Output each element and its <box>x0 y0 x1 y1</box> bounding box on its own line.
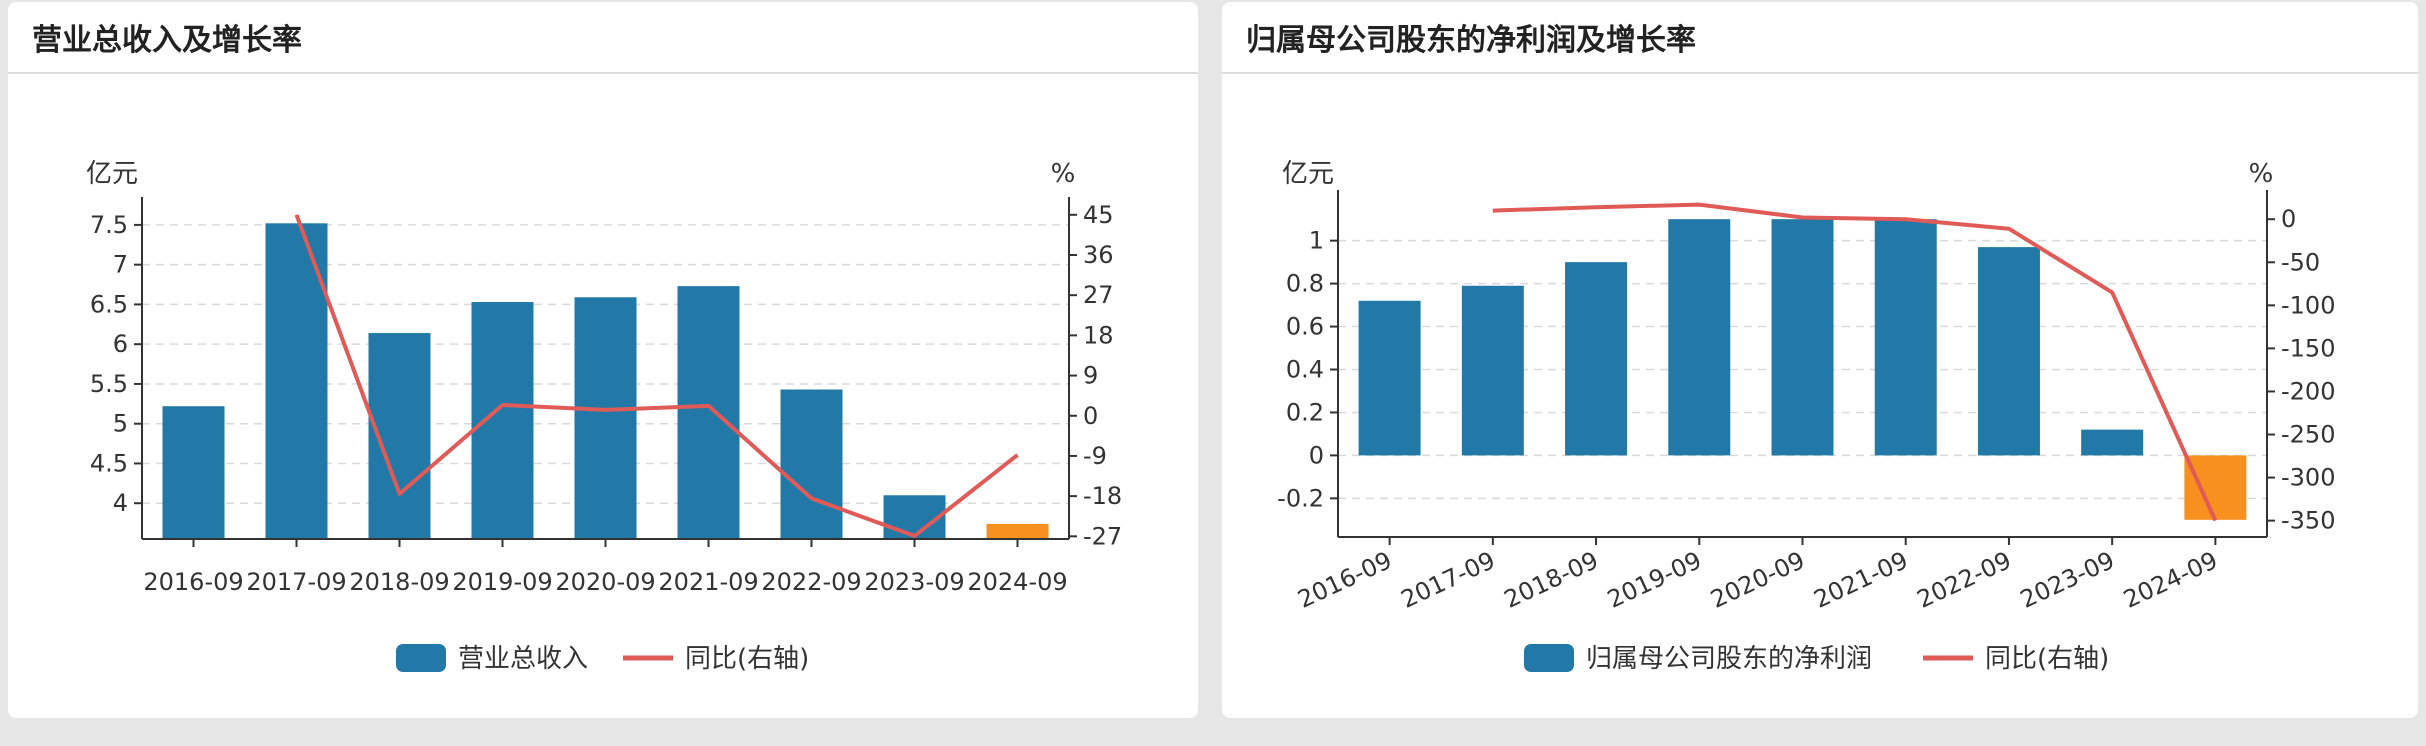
panel-title: 归属母公司股东的净利润及增长率 <box>1222 2 2418 74</box>
bar <box>1668 219 1731 456</box>
right-tick-label: -18 <box>1083 482 1122 510</box>
x-tick-label: 2018-09 <box>1500 546 1603 614</box>
left-tick-label: 0.8 <box>1286 270 1324 298</box>
x-tick-label: 2023-09 <box>864 568 964 596</box>
x-tick-label: 2016-09 <box>143 568 243 596</box>
bar <box>2184 455 2247 520</box>
right-tick-label: -50 <box>2281 248 2320 276</box>
bar <box>162 406 225 539</box>
left-tick-label: 5.5 <box>90 370 128 398</box>
bar <box>1874 219 1937 456</box>
left-tick-label: 1 <box>1309 227 1324 255</box>
x-tick-label: 2017-09 <box>1397 546 1500 614</box>
legend-bar-swatch <box>396 644 446 672</box>
left-tick-label: 0.6 <box>1286 313 1324 341</box>
bar <box>1771 219 1834 456</box>
revenue-panel: 营业总收入及增长率 7.5 7 6.5 6 5.5 5 4.5 4 45 36 27 18 9 0 -9 -1… <box>8 2 1198 718</box>
x-tick-label: 2024-09 <box>967 568 1067 596</box>
right-tick-label: 18 <box>1083 321 1114 349</box>
legend-bar-label: 营业总收入 <box>458 644 588 674</box>
x-tick-label: 2017-09 <box>246 568 346 596</box>
right-tick-label: -250 <box>2281 421 2335 449</box>
bar <box>1358 300 1421 456</box>
bar <box>574 297 637 539</box>
left-tick-label: -0.2 <box>1277 484 1324 512</box>
left-tick-label: 5 <box>113 410 128 438</box>
legend-line-label: 同比(右轴) <box>1985 644 2109 674</box>
right-tick-label: -100 <box>2281 291 2335 319</box>
left-axis-unit: 亿元 <box>1282 159 1334 189</box>
bar <box>780 389 843 539</box>
left-tick-label: 7.5 <box>90 211 128 239</box>
bar <box>2081 429 2144 456</box>
x-tick-label: 2023-09 <box>2016 546 2119 614</box>
x-tick-label: 2019-09 <box>1603 546 1706 614</box>
legend-bar-label: 归属母公司股东的净利润 <box>1586 644 1872 674</box>
x-tick-label: 2020-09 <box>1706 546 1809 614</box>
left-tick-label: 4.5 <box>90 449 128 477</box>
bar <box>1565 262 1628 456</box>
right-tick-label: -150 <box>2281 334 2335 362</box>
right-axis-unit: % <box>2249 159 2274 189</box>
right-tick-label: -200 <box>2281 377 2335 405</box>
x-tick-label: 2018-09 <box>349 568 449 596</box>
right-tick-label: 36 <box>1083 241 1114 269</box>
left-tick-label: 0 <box>1309 441 1324 469</box>
left-tick-label: 0.2 <box>1286 398 1324 426</box>
yoy-line <box>294 214 1019 538</box>
right-tick-label: 27 <box>1083 281 1114 309</box>
net-profit-chart: 1 0.8 0.6 0.4 0.2 0 -0.2 0 -50 -100 -150 -200 -250 -3… <box>1277 159 2335 674</box>
x-tick-label: 2019-09 <box>452 568 552 596</box>
bar <box>471 302 534 539</box>
right-tick-label: 0 <box>1083 402 1098 430</box>
left-tick-label: 6.5 <box>90 290 128 318</box>
net-profit-panel: 归属母公司股东的净利润及增长率 1 0.8 0.6 0.4 0.2 0 -0.2 0 -50 -1… <box>1222 2 2418 718</box>
x-tick-label: 2020-09 <box>555 568 655 596</box>
x-tick-label: 2016-09 <box>1293 546 1396 614</box>
right-tick-label: 45 <box>1083 201 1114 229</box>
revenue-chart: 7.5 7 6.5 6 5.5 5 4.5 4 45 36 27 18 9 0 -9 -18 -27 亿元 % 201… <box>86 159 1122 674</box>
right-tick-label: -350 <box>2281 507 2335 535</box>
right-tick-label: 0 <box>2281 205 2296 233</box>
right-tick-label: -300 <box>2281 464 2335 492</box>
right-axis-unit: % <box>1051 159 1076 189</box>
panel-title: 营业总收入及增长率 <box>8 2 1198 74</box>
left-tick-label: 7 <box>113 251 128 279</box>
bar <box>1461 285 1524 456</box>
x-tick-label: 2021-09 <box>1810 546 1913 614</box>
right-tick-label: -9 <box>1083 442 1107 470</box>
left-tick-label: 4 <box>113 489 128 517</box>
left-tick-label: 6 <box>113 330 128 358</box>
x-tick-label: 2021-09 <box>658 568 758 596</box>
legend-line-label: 同比(右轴) <box>685 644 809 674</box>
right-tick-label: -27 <box>1083 522 1122 550</box>
yoy-line <box>1492 202 2218 522</box>
left-tick-label: 0.4 <box>1286 356 1324 384</box>
right-tick-label: 9 <box>1083 362 1098 390</box>
x-tick-label: 2024-09 <box>2119 546 2222 614</box>
bar <box>986 523 1049 539</box>
legend-bar-swatch <box>1524 644 1574 672</box>
x-tick-label: 2022-09 <box>1913 546 2016 614</box>
left-axis-unit: 亿元 <box>86 159 138 189</box>
bar <box>677 286 740 539</box>
bar <box>1977 247 2040 456</box>
x-tick-label: 2022-09 <box>761 568 861 596</box>
